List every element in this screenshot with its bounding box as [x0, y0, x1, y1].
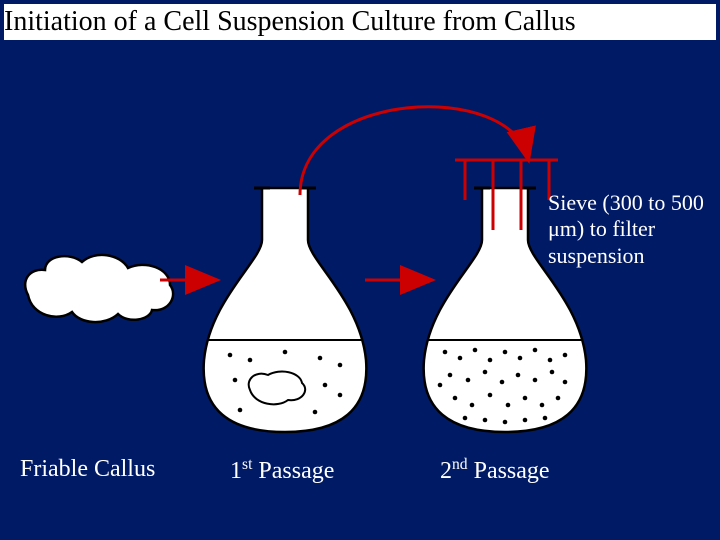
passage1-label: 1st Passage	[230, 456, 334, 485]
sieve-line2-mu: μ	[548, 216, 560, 241]
passage2-word: Passage	[468, 458, 550, 484]
passage1-num: 1	[230, 458, 242, 484]
passage2-label: 2nd Passage	[440, 456, 550, 485]
passage2-sup: nd	[452, 456, 468, 473]
passage1-word: Passage	[252, 458, 334, 484]
sieve-line3: suspension	[548, 243, 645, 268]
passage2-num: 2	[440, 458, 452, 484]
sieve-line2-post: m) to filter	[560, 216, 655, 241]
sieve	[455, 160, 558, 230]
friable-label: Friable Callus	[20, 456, 155, 483]
sieve-label: Sieve (300 to 500 μm) to filter suspensi…	[548, 190, 718, 269]
sieve-line1: Sieve (300 to 500	[548, 190, 704, 215]
passage1-sup: st	[242, 456, 252, 473]
